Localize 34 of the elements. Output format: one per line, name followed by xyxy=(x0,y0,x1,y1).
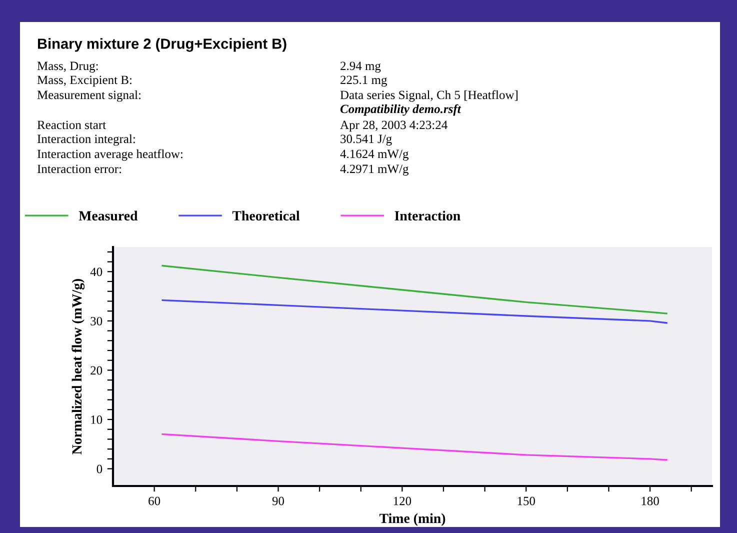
line-series xyxy=(162,433,668,461)
text: 225.1 mg xyxy=(340,76,387,87)
text: Measurement signal: xyxy=(37,90,140,102)
legend-label: Theoretical xyxy=(232,210,300,221)
x-axis-title: Time (min) xyxy=(379,513,446,526)
text: 4.1624 mW/g xyxy=(340,150,409,161)
y-tick-label: 10 xyxy=(91,416,102,424)
x-tick-label: 150 xyxy=(518,496,535,506)
text: 4.2971 mW/g xyxy=(340,164,409,176)
text: Apr 28, 2003 4:23:24 xyxy=(340,120,448,132)
y-tick-label: 40 xyxy=(90,268,102,276)
chart-title: Binary mixture 2 (Drug+Excipient B) xyxy=(38,38,286,52)
y-axis-title: Normalized heat flow (mW/g) xyxy=(72,278,85,454)
y-tick-label: 0 xyxy=(96,464,102,474)
text: 2.94 mg xyxy=(340,62,381,73)
x-tick-label: 90 xyxy=(272,496,284,506)
text: Reaction start xyxy=(37,120,106,130)
text: Interaction average heatflow: xyxy=(37,149,182,161)
text: Mass, Drug: xyxy=(37,62,98,73)
x-tick-label: 60 xyxy=(148,496,160,506)
x-tick-label: 120 xyxy=(394,496,412,506)
legend-label: Interaction xyxy=(394,210,460,221)
text: Mass, Excipient B: xyxy=(37,76,132,87)
x-tick-label: 180 xyxy=(642,496,659,506)
y-tick-label: 20 xyxy=(90,366,102,375)
line-series xyxy=(162,299,668,324)
line-series xyxy=(162,264,668,314)
legend-label: Measured xyxy=(78,210,138,221)
text: Interaction error: xyxy=(37,164,122,174)
text: Compatibility demo.rsft xyxy=(340,104,462,116)
text: 30.541 J/g xyxy=(340,134,392,146)
text: Interaction integral: xyxy=(37,134,135,146)
y-tick-label: 30 xyxy=(90,316,102,326)
text: Data series Signal, Ch 5 [Heatflow] xyxy=(340,90,518,102)
